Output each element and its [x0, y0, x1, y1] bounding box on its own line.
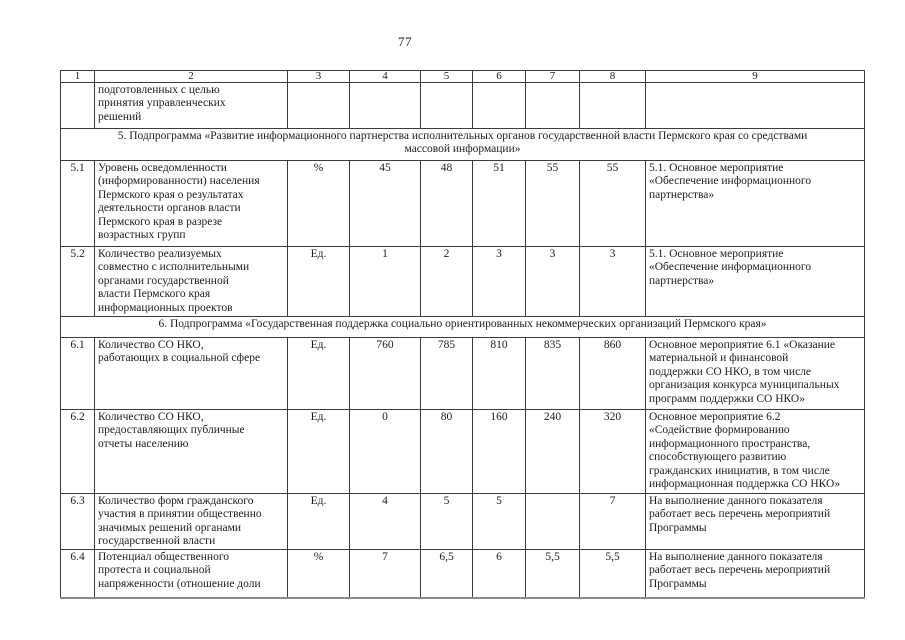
value-cell: 6,5: [420, 549, 473, 599]
unit-cell: %: [287, 549, 350, 599]
value-cell: 3: [579, 246, 646, 317]
col-header-4: 4: [349, 70, 421, 83]
unit-cell: %: [287, 160, 350, 247]
row-number-cell: 6.1: [60, 337, 95, 410]
column-numbers-row: 1 2 3 4 5 6 7 8 9: [60, 70, 865, 83]
col-header-9: 9: [645, 70, 865, 83]
value-cell: 785: [420, 337, 473, 410]
indicator-name-cell: Количество реализуемых совместно с испол…: [94, 246, 288, 317]
row-number-cell: 6.4: [60, 549, 95, 599]
value-cell: 51: [472, 160, 526, 247]
value-cell: 0: [349, 409, 421, 494]
value-cell: 240: [525, 409, 580, 494]
measures-cell: Основное мероприятие 6.1 «Оказание матер…: [645, 337, 865, 410]
subprogram-6-header-row: 6. Подпрограмма «Государственная поддерж…: [60, 316, 865, 338]
col-header-3: 3: [287, 70, 350, 83]
value-cell: 810: [472, 337, 526, 410]
subprogram-5-header-row: 5. Подпрограмма «Развитие информационног…: [60, 128, 865, 161]
value-cell: 6: [472, 549, 526, 599]
col-header-8: 8: [579, 70, 646, 83]
value-cell: 4: [349, 493, 421, 550]
value-cell: 45: [349, 160, 421, 247]
page-number: 77: [398, 34, 412, 49]
unit-cell: Ед.: [287, 246, 350, 317]
value-cell: 3: [472, 246, 526, 317]
value-cell: 1: [349, 246, 421, 317]
table-row-6-1: 6.1 Количество СО НКО, работающих в соци…: [60, 337, 865, 410]
indicator-name-cell: подготовленных с целью принятия управлен…: [94, 82, 288, 129]
measures-cell: Основное мероприятие 6.2 «Содействие фор…: [645, 409, 865, 494]
col-header-1: 1: [60, 70, 95, 83]
row-number-cell: [60, 82, 95, 129]
unit-cell: Ед.: [287, 337, 350, 410]
value-cell: 7: [579, 493, 646, 550]
value-cell: 5: [420, 493, 473, 550]
table-row-continuation: подготовленных с целью принятия управлен…: [60, 82, 865, 129]
measures-cell: 5.1. Основное мероприятие «Обеспечение и…: [645, 160, 865, 247]
value-cell: 160: [472, 409, 526, 494]
subprogram-6-title: 6. Подпрограмма «Государственная поддерж…: [60, 316, 865, 338]
subprogram-5-title: 5. Подпрограмма «Развитие информационног…: [60, 128, 865, 161]
indicator-name-cell: Уровень осведомленности (информированнос…: [94, 160, 288, 247]
indicator-name-cell: Количество форм гражданского участия в п…: [94, 493, 288, 550]
row-number-cell: 5.2: [60, 246, 95, 317]
unit-cell: Ед.: [287, 493, 350, 550]
value-cell: [525, 493, 580, 550]
indicators-table: 1 2 3 4 5 6 7 8 9 подготовленных с целью…: [60, 70, 865, 599]
value-cell: 5,5: [579, 549, 646, 599]
value-cell: 5: [472, 493, 526, 550]
value-cell: [349, 82, 421, 129]
value-cell: 760: [349, 337, 421, 410]
value-cell: 2: [420, 246, 473, 317]
value-cell: [579, 82, 646, 129]
indicator-name-cell: Потенциал общественного протеста и социа…: [94, 549, 288, 599]
table-row-5-2: 5.2 Количество реализуемых совместно с и…: [60, 246, 865, 317]
value-cell: 80: [420, 409, 473, 494]
value-cell: 3: [525, 246, 580, 317]
indicator-name-cell: Количество СО НКО, предоставляющих публи…: [94, 409, 288, 494]
value-cell: 7: [349, 549, 421, 599]
value-cell: 5,5: [525, 549, 580, 599]
row-number-cell: 6.2: [60, 409, 95, 494]
table-row-6-4: 6.4 Потенциал общественного протеста и с…: [60, 549, 865, 599]
measures-cell: На выполнение данного показателя работае…: [645, 493, 865, 550]
value-cell: 860: [579, 337, 646, 410]
unit-cell: [287, 82, 350, 129]
row-number-cell: 5.1: [60, 160, 95, 247]
measures-cell: 5.1. Основное мероприятие «Обеспечение и…: [645, 246, 865, 317]
col-header-6: 6: [472, 70, 526, 83]
value-cell: [472, 82, 526, 129]
table-row-6-3: 6.3 Количество форм гражданского участия…: [60, 493, 865, 550]
measures-cell: [645, 82, 865, 129]
value-cell: [525, 82, 580, 129]
unit-cell: Ед.: [287, 409, 350, 494]
col-header-5: 5: [420, 70, 473, 83]
table-row-5-1: 5.1 Уровень осведомленности (информирова…: [60, 160, 865, 247]
value-cell: 320: [579, 409, 646, 494]
value-cell: 55: [525, 160, 580, 247]
table-row-6-2: 6.2 Количество СО НКО, предоставляющих п…: [60, 409, 865, 494]
measures-cell: На выполнение данного показателя работае…: [645, 549, 865, 599]
col-header-2: 2: [94, 70, 288, 83]
row-number-cell: 6.3: [60, 493, 95, 550]
value-cell: [420, 82, 473, 129]
indicator-name-cell: Количество СО НКО, работающих в социальн…: [94, 337, 288, 410]
col-header-7: 7: [525, 70, 580, 83]
value-cell: 835: [525, 337, 580, 410]
value-cell: 55: [579, 160, 646, 247]
value-cell: 48: [420, 160, 473, 247]
